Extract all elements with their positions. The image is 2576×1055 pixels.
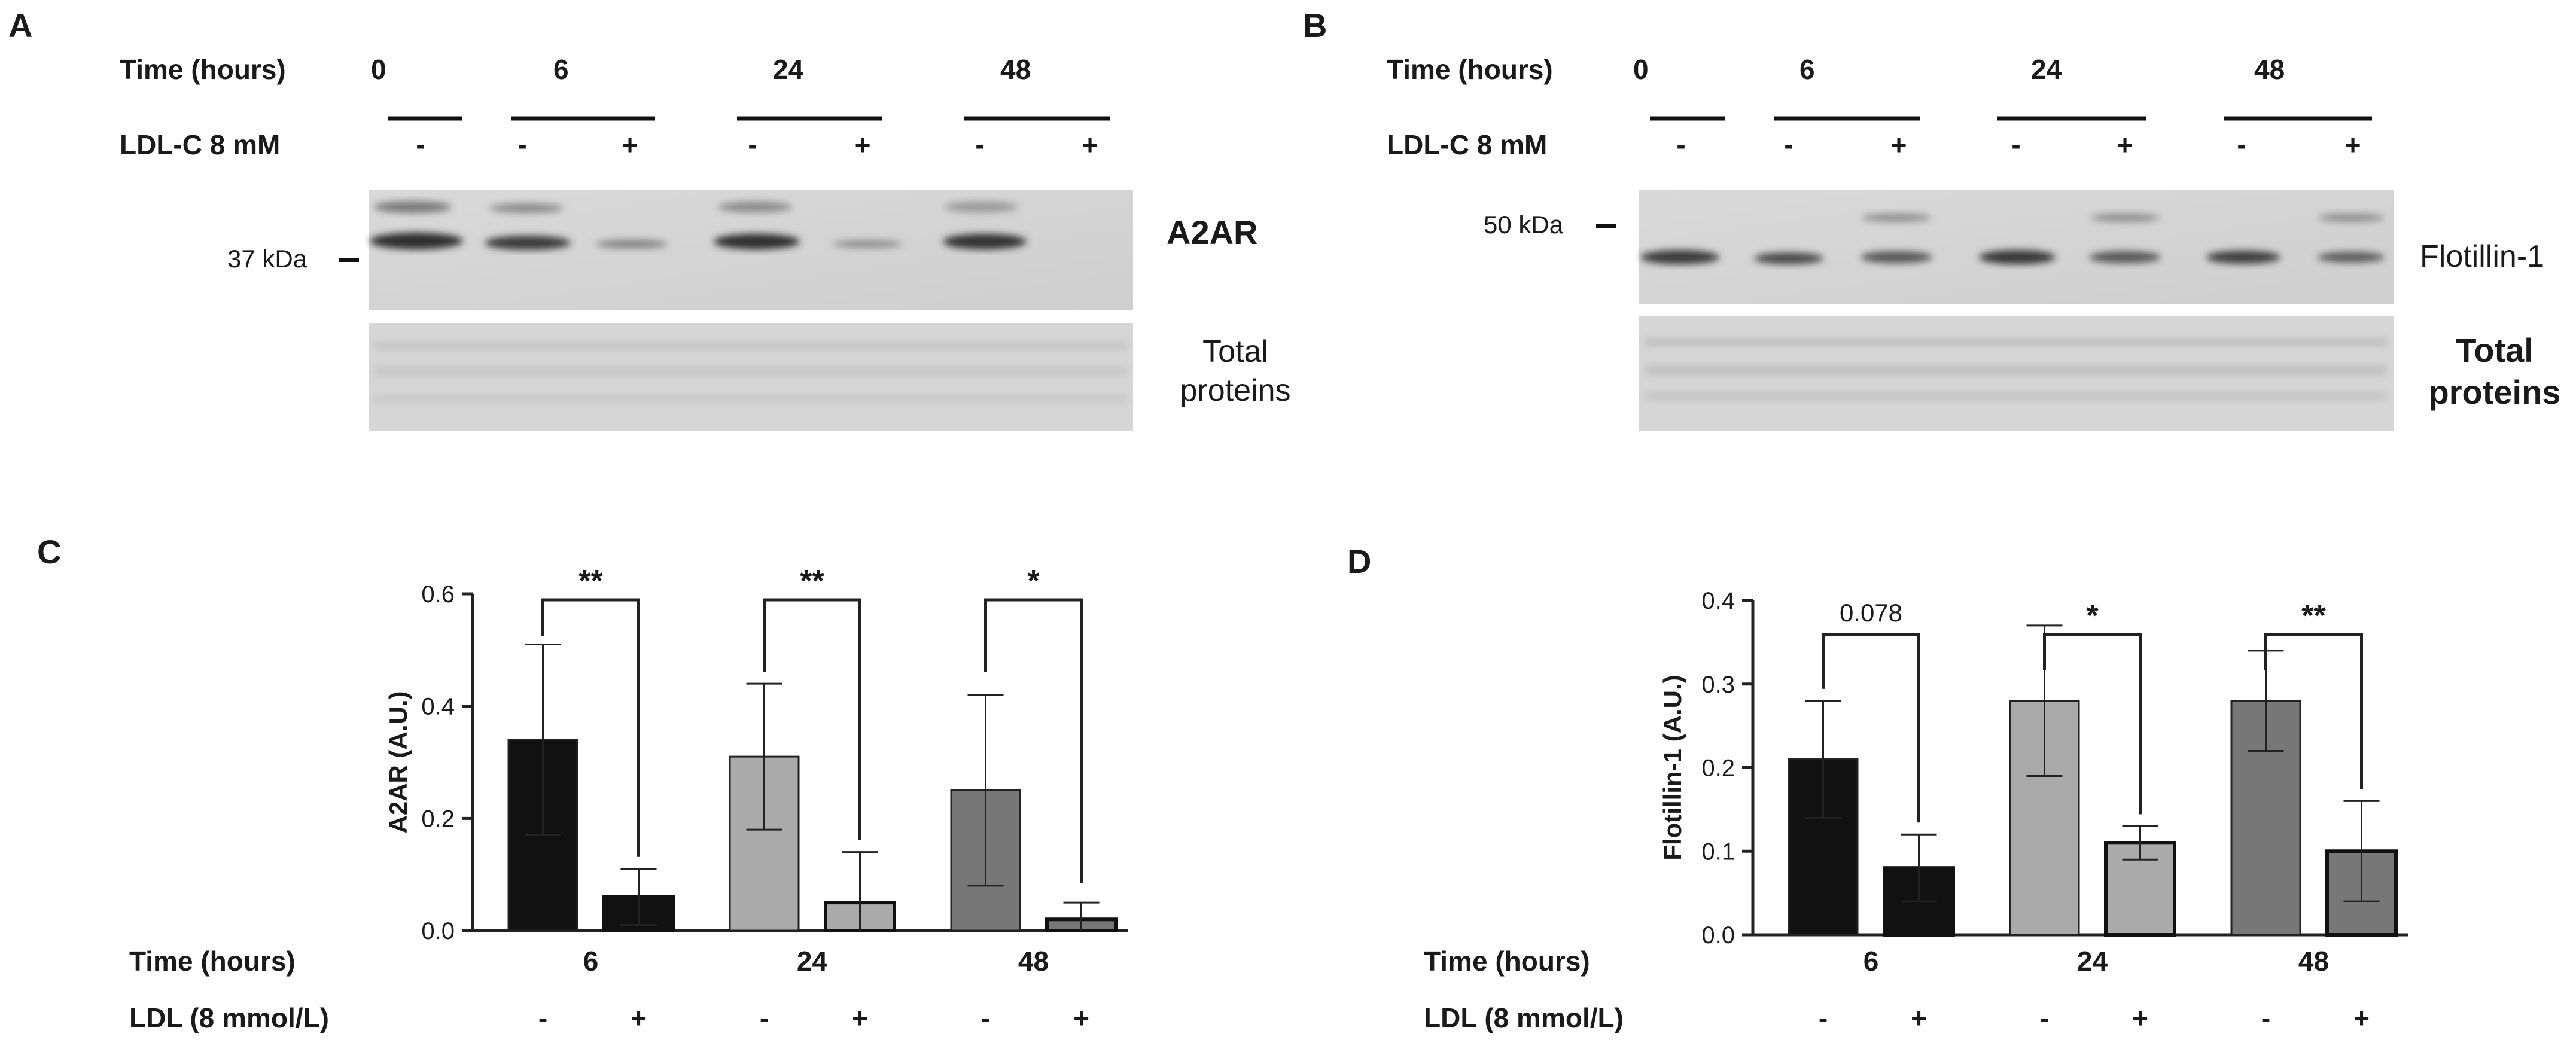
panel-a-time-0: 0	[371, 54, 386, 85]
panel-b-sign-2: -	[1784, 129, 1793, 160]
panel-b-total-line2: proteins	[2429, 373, 2561, 411]
significance-bracket	[2043, 633, 2142, 815]
x-category-label: 48	[1018, 946, 1049, 977]
panel-b-sign-5: +	[2117, 129, 2133, 160]
significance-label: 0.078	[1840, 599, 1902, 627]
panel-a-bands-a2ar	[370, 201, 1027, 250]
significance-label: **	[800, 564, 824, 599]
panel-a-total-bands	[374, 342, 1128, 403]
x-sign-label: +	[1911, 1002, 1927, 1033]
significance-label: *	[1027, 564, 1040, 599]
x-category-label: 48	[2298, 946, 2329, 977]
panel-b-letter: B	[1303, 7, 1327, 44]
panel-b-sign-6: -	[2237, 129, 2246, 160]
x-category-label: 6	[1864, 946, 1879, 977]
significance-label: **	[2301, 599, 2326, 633]
x-row1-label: Time (hours)	[1424, 946, 1590, 977]
y-tick-label: 0.0	[421, 918, 455, 944]
panel-b: B Time (hours) 0 6 24 48 LDL-C 8 mM - - …	[1303, 7, 2560, 431]
panel-b-sign-7: +	[2345, 129, 2361, 160]
significance-label: *	[2086, 599, 2099, 633]
panel-a-time-label: Time (hours)	[120, 54, 286, 85]
panel-b-sign-1: -	[1676, 129, 1685, 160]
panel-a-total-line2: proteins	[1180, 373, 1291, 408]
x-sign-label: -	[2261, 1002, 2270, 1033]
significance-label: **	[578, 564, 603, 599]
x-sign-label: +	[852, 1002, 868, 1033]
panel-a-sign-4: -	[748, 129, 757, 160]
x-sign-label: -	[981, 1002, 990, 1033]
significance-bracket	[984, 598, 1083, 883]
panel-a-band-label: A2AR	[1167, 214, 1257, 251]
panel-b-time-48: 48	[2254, 54, 2285, 85]
significance-bracket	[763, 598, 861, 840]
panel-c-letter: C	[37, 533, 61, 571]
x-row2-label: LDL (8 mmol/L)	[1424, 1002, 1624, 1033]
y-tick-label: 0.1	[1701, 838, 1735, 865]
panel-b-time-0: 0	[1633, 54, 1649, 85]
panel-a-marker-label: 37 kDa	[227, 245, 307, 273]
y-tick-label: 0.2	[421, 806, 455, 832]
significance-bracket	[2264, 633, 2363, 789]
x-sign-label: +	[1073, 1002, 1089, 1033]
panel-a-sign-3: +	[622, 129, 638, 160]
panel-a: A Time (hours) 0 6 24 48 LDL-C 8 mM - - …	[8, 7, 1291, 431]
x-category-label: 6	[583, 946, 599, 977]
significance-bracket	[541, 598, 640, 857]
y-tick-label: 0.4	[1701, 588, 1735, 614]
panel-a-time-24: 24	[773, 54, 804, 85]
x-sign-label: -	[1819, 1002, 1828, 1033]
chart-c: 0.0 0.2 0.4 0.6 A2AR (A.U.) Time (hours) LDL (…	[129, 564, 1128, 1033]
panel-d-letter: D	[1347, 542, 1371, 580]
y-tick-label: 0.2	[1701, 755, 1735, 782]
panel-b-ldl-label: LDL-C 8 mM	[1387, 129, 1547, 160]
panel-a-time-48: 48	[1000, 54, 1031, 85]
x-sign-label: +	[2353, 1002, 2370, 1033]
panel-b-sign-4: -	[2011, 129, 2020, 160]
panel-b-time-6: 6	[1799, 54, 1815, 85]
panel-a-total-line1: Total	[1202, 334, 1268, 369]
x-sign-label: -	[2040, 1002, 2049, 1033]
x-row1-label: Time (hours)	[129, 946, 296, 977]
panel-b-time-label: Time (hours)	[1387, 54, 1553, 85]
y-tick-label: 0.4	[421, 694, 455, 720]
y-tick-label: 0.3	[1701, 672, 1735, 698]
x-sign-label: -	[760, 1002, 769, 1033]
panel-a-sign-1: -	[416, 129, 425, 160]
x-category-label: 24	[2077, 946, 2108, 977]
x-sign-label: +	[2132, 1002, 2148, 1033]
panel-b-blot-flotillin	[1639, 190, 2394, 304]
panel-b-bands-flotillin	[1640, 214, 2385, 264]
y-axis-label: A2AR (A.U.)	[384, 691, 412, 834]
x-row2-label: LDL (8 mmol/L)	[129, 1002, 329, 1033]
panel-b-marker-label: 50 kDa	[1484, 211, 1564, 239]
panel-a-letter: A	[8, 7, 32, 44]
x-sign-label: +	[631, 1002, 647, 1033]
y-axis-label: Flotillin-1 (A.U.)	[1658, 675, 1686, 860]
panel-b-band-label: Flotillin-1	[2420, 239, 2544, 274]
panel-a-time-6: 6	[553, 54, 569, 85]
y-tick-label: 0.6	[421, 581, 455, 608]
significance-bracket	[1822, 633, 1920, 823]
x-category-label: 24	[797, 946, 828, 977]
panel-b-total-line1: Total	[2456, 331, 2534, 369]
panel-a-sign-6: -	[975, 129, 984, 160]
panel-a-sign-5: +	[855, 129, 871, 160]
panel-a-ldl-label: LDL-C 8 mM	[120, 129, 280, 160]
y-tick-label: 0.0	[1701, 922, 1735, 949]
chart-d: 0.0 0.1 0.2 0.3 0.4 Flotillin-1 (A.U.) Time (h…	[1424, 588, 2408, 1033]
panel-a-sign-7: +	[1082, 129, 1098, 160]
x-sign-label: -	[538, 1002, 547, 1033]
panel-b-time-24: 24	[2031, 54, 2062, 85]
panel-a-sign-2: -	[517, 129, 526, 160]
panel-b-total-bands	[1645, 338, 2387, 400]
panel-b-sign-3: +	[1891, 129, 1907, 160]
